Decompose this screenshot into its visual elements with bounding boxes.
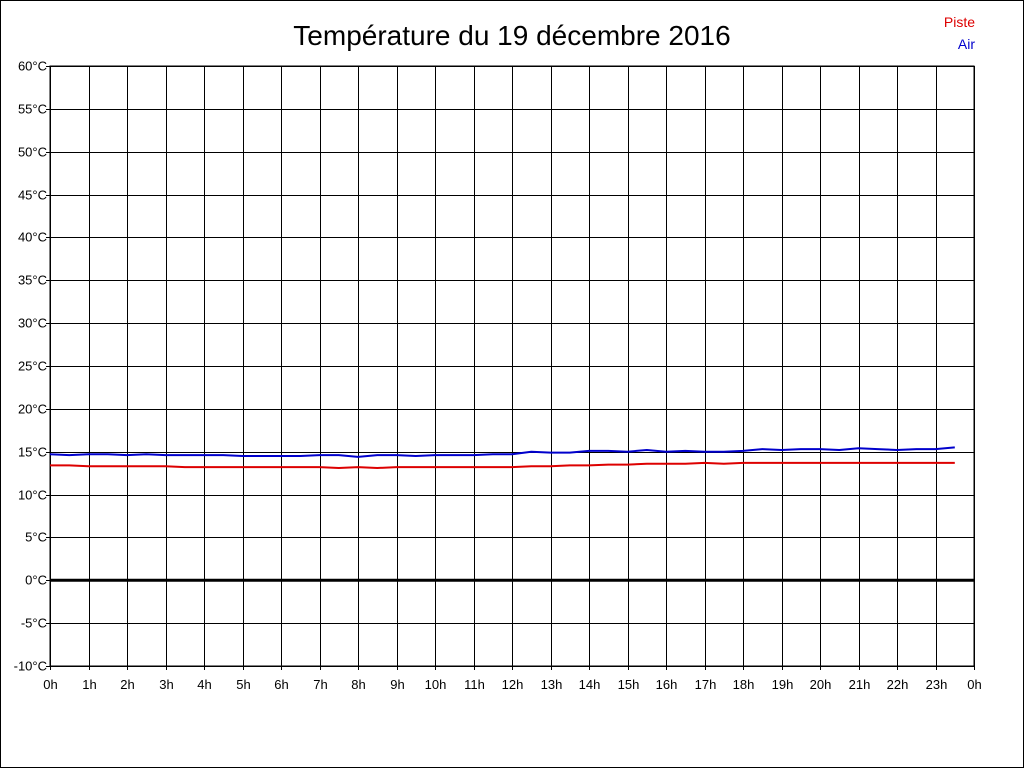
x-tick-label: 0h: [43, 677, 57, 692]
x-tick-label: 2h: [120, 677, 134, 692]
y-tick-label: 0°C: [25, 573, 47, 588]
axis-labels: 0h 1h 2h 3h 4h 5h 6h 7h 8h 9h 10h 11h 12h 13h 14h 15h 16…: [14, 59, 982, 693]
x-tick-label: 23h: [926, 677, 948, 692]
x-tick-label: 19h: [772, 677, 794, 692]
grid: [46, 65, 975, 670]
x-tick-label: 4h: [197, 677, 211, 692]
y-tick-label: 60°C: [18, 59, 47, 74]
x-tick-label: 22h: [887, 677, 909, 692]
y-tick-label: 35°C: [18, 273, 47, 288]
x-tick-label: 10h: [425, 677, 447, 692]
y-tick-label: 30°C: [18, 316, 47, 331]
y-tick-label: -10°C: [14, 659, 47, 674]
legend-entry-piste: Piste: [944, 14, 975, 30]
x-tick-label: 14h: [579, 677, 601, 692]
x-tick-label: 13h: [541, 677, 563, 692]
y-tick-label: 40°C: [18, 230, 47, 245]
x-tick-label: 3h: [159, 677, 173, 692]
x-tick-label: 17h: [695, 677, 717, 692]
series-line-air: [49, 446, 955, 458]
x-tick-label: 20h: [810, 677, 832, 692]
y-tick-label: -5°C: [21, 616, 47, 631]
y-tick-label: 50°C: [18, 145, 47, 160]
x-tick-label: 8h: [351, 677, 365, 692]
legend-entry-air: Air: [958, 36, 975, 52]
y-tick-label: 5°C: [25, 530, 47, 545]
x-tick-label: 1h: [82, 677, 96, 692]
x-tick-label: 18h: [733, 677, 755, 692]
y-tick-label: 15°C: [18, 445, 47, 460]
x-tick-label: 6h: [274, 677, 288, 692]
y-tick-label: 20°C: [18, 402, 47, 417]
x-tick-label: 7h: [313, 677, 327, 692]
legend: Piste Air: [944, 14, 975, 52]
series-line-piste: [50, 461, 955, 469]
y-tick-label: 45°C: [18, 188, 47, 203]
x-tick-label: 16h: [656, 677, 678, 692]
x-tick-label: 0h: [967, 677, 981, 692]
series-lines: [49, 446, 955, 469]
x-tick-label: 11h: [464, 677, 485, 692]
chart-title: Température du 19 décembre 2016: [293, 20, 730, 51]
x-tick-label: 15h: [618, 677, 640, 692]
x-tick-label: 5h: [236, 677, 250, 692]
y-tick-label: 10°C: [18, 488, 47, 503]
x-tick-label: 9h: [390, 677, 404, 692]
x-tick-label: 12h: [502, 677, 524, 692]
x-tick-label: 21h: [849, 677, 871, 692]
y-tick-label: 55°C: [18, 102, 47, 117]
y-tick-label: 25°C: [18, 359, 47, 374]
